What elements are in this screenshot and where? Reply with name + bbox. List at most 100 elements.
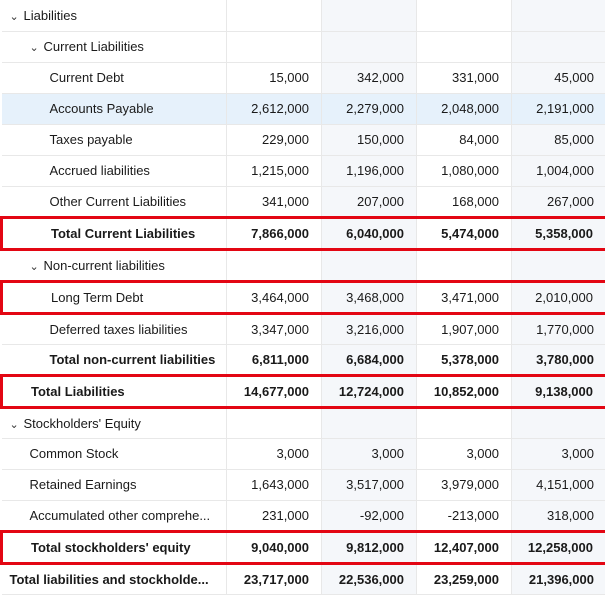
current_liabilities-value-1 — [322, 31, 417, 62]
long_term_debt-value-0: 3,464,000 — [227, 281, 322, 313]
table-row: Retained Earnings1,643,0003,517,0003,979… — [2, 469, 605, 500]
stockholders_equity-value-2 — [417, 407, 512, 438]
total_stockholders_equity-value-2: 12,407,000 — [417, 531, 512, 563]
accrued_liabilities-value-0: 1,215,000 — [227, 155, 322, 186]
total_current_liabilities-label: Total Current Liabilities — [2, 217, 227, 249]
total_liabilities-value-2: 10,852,000 — [417, 375, 512, 407]
current_liabilities-value-0 — [227, 31, 322, 62]
table-row: ⌄Liabilities — [2, 0, 605, 31]
current_liabilities-label[interactable]: ⌄ Current Liabilities — [2, 31, 227, 62]
common_stock-value-2: 3,000 — [417, 438, 512, 469]
total_current_liabilities-value-3: 5,358,000 — [512, 217, 605, 249]
chevron-down-icon[interactable]: ⌄ — [30, 260, 40, 273]
liabilities-label[interactable]: ⌄Liabilities — [2, 0, 227, 31]
table-row: Current Debt15,000342,000331,00045,000 — [2, 62, 605, 93]
total_non_current_liabilities-value-1: 6,684,000 — [322, 344, 417, 375]
total_stockholders_equity-value-1: 9,812,000 — [322, 531, 417, 563]
total_non_current_liabilities-value-3: 3,780,000 — [512, 344, 605, 375]
long_term_debt-value-3: 2,010,000 — [512, 281, 605, 313]
current_debt-value-0: 15,000 — [227, 62, 322, 93]
current_debt-value-3: 45,000 — [512, 62, 605, 93]
table-row: Total non-current liabilities 6,811,0006,… — [2, 344, 605, 375]
other_current_liabilities-value-1: 207,000 — [322, 186, 417, 217]
deferred_taxes_liabilities-value-3: 1,770,000 — [512, 313, 605, 344]
accrued_liabilities-value-2: 1,080,000 — [417, 155, 512, 186]
common_stock-value-0: 3,000 — [227, 438, 322, 469]
common_stock-value-1: 3,000 — [322, 438, 417, 469]
long_term_debt-value-1: 3,468,000 — [322, 281, 417, 313]
current_debt-label: Current Debt — [2, 62, 227, 93]
table-row: Total liabilities and stockholde... 23,71… — [2, 563, 605, 594]
common_stock-value-3: 3,000 — [512, 438, 605, 469]
deferred_taxes_liabilities-value-1: 3,216,000 — [322, 313, 417, 344]
row-label-text: Deferred taxes liabilities — [50, 322, 188, 337]
row-label-text: Non-current liabilities — [44, 258, 165, 273]
total_current_liabilities-value-2: 5,474,000 — [417, 217, 512, 249]
non_current_liabilities-value-2 — [417, 249, 512, 281]
long_term_debt-label: Long Term Debt — [2, 281, 227, 313]
chevron-down-icon[interactable]: ⌄ — [10, 10, 20, 23]
total_current_liabilities-value-1: 6,040,000 — [322, 217, 417, 249]
non_current_liabilities-value-1 — [322, 249, 417, 281]
other_current_liabilities-value-2: 168,000 — [417, 186, 512, 217]
total_stockholders_equity-value-0: 9,040,000 — [227, 531, 322, 563]
row-label-text: Accrued liabilities — [50, 163, 150, 178]
total_liabilities_and_stockholders-label: Total liabilities and stockholde... — [2, 563, 227, 594]
taxes_payable-label: Taxes payable — [2, 124, 227, 155]
liabilities-value-1 — [322, 0, 417, 31]
row-label-text: Retained Earnings — [30, 477, 137, 492]
row-label-text: Taxes payable — [50, 132, 133, 147]
taxes_payable-value-0: 229,000 — [227, 124, 322, 155]
retained_earnings-value-3: 4,151,000 — [512, 469, 605, 500]
total_current_liabilities-value-0: 7,866,000 — [227, 217, 322, 249]
total_liabilities_and_stockholders-value-1: 22,536,000 — [322, 563, 417, 594]
common_stock-label: Common Stock — [2, 438, 227, 469]
stockholders_equity-label[interactable]: ⌄ Stockholders' Equity — [2, 407, 227, 438]
retained_earnings-label: Retained Earnings — [2, 469, 227, 500]
other_current_liabilities-label: Other Current Liabilities — [2, 186, 227, 217]
row-label-text: Common Stock — [30, 446, 119, 461]
total_non_current_liabilities-value-0: 6,811,000 — [227, 344, 322, 375]
accounts_payable-value-1: 2,279,000 — [322, 93, 417, 124]
chevron-down-icon[interactable]: ⌄ — [30, 41, 40, 54]
row-label-text: Stockholders' Equity — [24, 416, 141, 431]
row-label-text: Total Liabilities — [31, 384, 125, 399]
other_current_liabilities-value-3: 267,000 — [512, 186, 605, 217]
total_non_current_liabilities-label: Total non-current liabilities — [2, 344, 227, 375]
total_liabilities_and_stockholders-value-0: 23,717,000 — [227, 563, 322, 594]
taxes_payable-value-2: 84,000 — [417, 124, 512, 155]
deferred_taxes_liabilities-label: Deferred taxes liabilities — [2, 313, 227, 344]
row-label-text: Current Liabilities — [44, 39, 144, 54]
accrued_liabilities-value-3: 1,004,000 — [512, 155, 605, 186]
table-row: Accrued liabilities1,215,0001,196,0001,0… — [2, 155, 605, 186]
chevron-down-icon[interactable]: ⌄ — [10, 418, 20, 431]
other_current_liabilities-value-0: 341,000 — [227, 186, 322, 217]
stockholders_equity-value-1 — [322, 407, 417, 438]
deferred_taxes_liabilities-value-0: 3,347,000 — [227, 313, 322, 344]
row-label-text: Total non-current liabilities — [50, 352, 216, 367]
row-label-text: Other Current Liabilities — [50, 194, 187, 209]
retained_earnings-value-1: 3,517,000 — [322, 469, 417, 500]
non_current_liabilities-label[interactable]: ⌄ Non-current liabilities — [2, 249, 227, 281]
accumulated_other_comprehensive-value-2: -213,000 — [417, 500, 512, 531]
accrued_liabilities-label: Accrued liabilities — [2, 155, 227, 186]
taxes_payable-value-3: 85,000 — [512, 124, 605, 155]
table-row: ⌄ Stockholders' Equity — [2, 407, 605, 438]
table-row: Taxes payable229,000150,00084,00085,000 — [2, 124, 605, 155]
total_liabilities-value-0: 14,677,000 — [227, 375, 322, 407]
non_current_liabilities-value-0 — [227, 249, 322, 281]
deferred_taxes_liabilities-value-2: 1,907,000 — [417, 313, 512, 344]
table-row: Total stockholders' equity9,040,0009,812… — [2, 531, 605, 563]
row-label-text: Total liabilities and stockholde... — [10, 572, 209, 587]
accumulated_other_comprehensive-value-3: 318,000 — [512, 500, 605, 531]
non_current_liabilities-value-3 — [512, 249, 605, 281]
table-row: Long Term Debt3,464,0003,468,0003,471,00… — [2, 281, 605, 313]
total_stockholders_equity-value-3: 12,258,000 — [512, 531, 605, 563]
retained_earnings-value-2: 3,979,000 — [417, 469, 512, 500]
stockholders_equity-value-3 — [512, 407, 605, 438]
total_stockholders_equity-label: Total stockholders' equity — [2, 531, 227, 563]
total_liabilities_and_stockholders-value-3: 21,396,000 — [512, 563, 605, 594]
row-label-text: Accumulated other comprehe... — [30, 508, 211, 523]
row-label-text: Current Debt — [50, 70, 124, 85]
accrued_liabilities-value-1: 1,196,000 — [322, 155, 417, 186]
